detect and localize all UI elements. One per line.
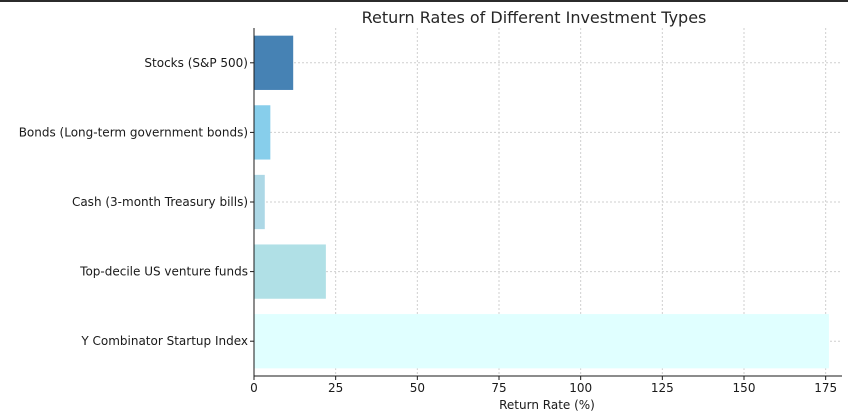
- category-labels: Stocks (S&P 500) Bonds (Long-term governm…: [19, 56, 248, 348]
- x-tick-label: 100: [569, 381, 592, 395]
- x-tick-label: 125: [651, 381, 674, 395]
- bar: [254, 174, 265, 230]
- x-tick-label: 0: [250, 381, 258, 395]
- category-label: Stocks (S&P 500): [144, 56, 248, 70]
- bar: [254, 314, 829, 369]
- category-label: Y Combinator Startup Index: [80, 334, 248, 348]
- x-tick-labels: 0 25 50 75 100 125 150 175: [250, 381, 837, 395]
- x-tick-label: 175: [814, 381, 837, 395]
- category-label: Bonds (Long-term government bonds): [19, 125, 248, 139]
- bar: [254, 35, 294, 90]
- axes: [250, 28, 842, 380]
- chart-title: Return Rates of Different Investment Typ…: [361, 8, 707, 27]
- x-tick-label: 150: [733, 381, 756, 395]
- bar: [254, 244, 326, 299]
- x-tick-label: 75: [491, 381, 506, 395]
- bars: [254, 35, 829, 369]
- category-label: Cash (3-month Treasury bills): [72, 195, 248, 209]
- bar: [254, 105, 271, 160]
- x-tick-label: 50: [410, 381, 425, 395]
- x-tick-label: 25: [328, 381, 343, 395]
- category-label: Top-decile US venture funds: [79, 265, 248, 279]
- grid-lines: [253, 28, 842, 376]
- x-axis-title: Return Rate (%): [499, 398, 595, 412]
